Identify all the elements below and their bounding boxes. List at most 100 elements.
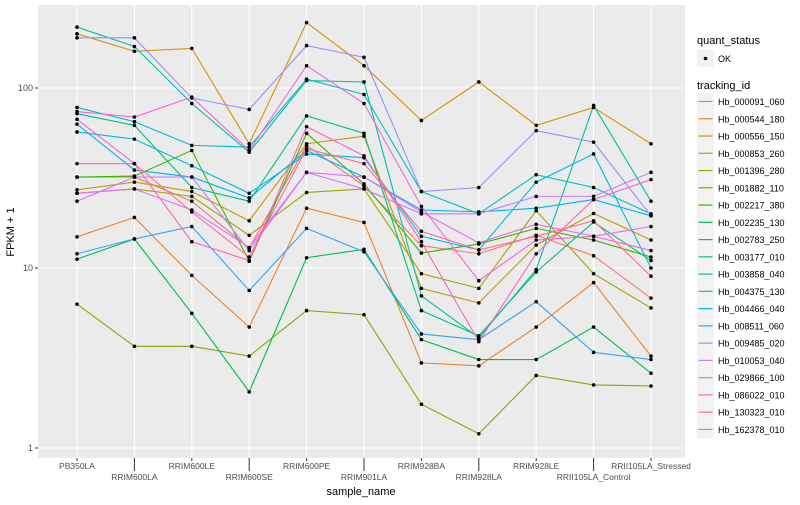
data-point-Hb_086022_010 [534, 238, 538, 242]
data-point-Hb_002235_130 [304, 255, 309, 260]
data-point-Hb_001882_110 [75, 302, 79, 306]
x-axis: PB350LA RRIM600LA RRIM600LE RRIM600SE RRIM60… [59, 458, 691, 482]
data-point-Hb_003177_010 [75, 25, 79, 29]
data-point-Hb_000556_150 [649, 141, 653, 146]
data-point-Hb_003177_010 [132, 44, 137, 49]
data-point-Hb_162378_010 [591, 218, 596, 223]
legend: quant_status OK tracking_id Hb_000091_06… [697, 35, 785, 438]
data-point-Hb_010053_040 [477, 212, 481, 216]
plot-panel [38, 5, 685, 458]
data-point-Hb_003858_040 [247, 145, 251, 149]
y-axis: 1 10 100 [18, 83, 38, 453]
data-point-Hb_000544_180 [190, 273, 194, 278]
x-axis-title: sample_name [326, 486, 395, 498]
data-point-Hb_000556_150 [477, 80, 481, 84]
data-point-Hb_002217_380 [190, 148, 194, 153]
legend-label: Hb_009485_020 [718, 339, 785, 349]
data-point-Hb_009485_020 [477, 185, 481, 190]
data-point-Hb_001396_280 [304, 190, 309, 195]
legend-label: Hb_086022_010 [718, 390, 785, 400]
data-point-Hb_000853_260 [362, 134, 366, 138]
data-point-Hb_002217_380 [591, 238, 596, 242]
data-point-Hb_010053_040 [132, 175, 137, 179]
legend-label: Hb_000544_180 [718, 114, 785, 124]
data-point-Hb_029866_100 [477, 241, 481, 245]
data-point-Hb_086022_010 [75, 109, 79, 114]
data-point-Hb_000853_260 [649, 238, 653, 242]
data-point-Hb_002217_380 [419, 251, 424, 255]
data-point-Hb_002235_130 [649, 371, 653, 376]
legend-label: Hb_000853_260 [718, 149, 785, 159]
data-point-Hb_001882_110 [362, 312, 366, 317]
data-point-Hb_002235_130 [247, 390, 251, 394]
data-point-Hb_000544_180 [649, 354, 653, 358]
data-point-Hb_010053_040 [534, 194, 538, 199]
legend-label-ok: OK [718, 54, 731, 64]
data-point-Hb_000544_180 [132, 215, 137, 220]
data-point-Hb_009485_020 [419, 189, 424, 194]
data-point-Hb_009485_020 [591, 140, 596, 144]
y-axis-title: FPKM + 1 [5, 207, 17, 256]
data-point-Hb_000544_180 [477, 364, 481, 368]
data-point-Hb_162378_010 [362, 161, 366, 166]
data-point-Hb_004375_130 [591, 152, 596, 156]
x-tick-label: RRIM928LE [513, 461, 560, 471]
data-point-Hb_008511_060 [419, 332, 424, 336]
data-point-Hb_009485_020 [132, 36, 137, 40]
data-point-Hb_000544_180 [591, 280, 596, 285]
data-point-Hb_008511_060 [362, 250, 366, 254]
data-point-Hb_000556_150 [362, 63, 366, 68]
legend-label: Hb_000556_150 [718, 132, 785, 142]
data-point-Hb_162378_010 [190, 210, 194, 214]
legend-label: Hb_003177_010 [718, 252, 785, 262]
data-point-Hb_009485_020 [534, 128, 538, 133]
data-point-Hb_004466_040 [534, 206, 538, 210]
data-point-Hb_086022_010 [362, 101, 366, 106]
data-point-Hb_000556_150 [419, 118, 424, 123]
legend-label: Hb_130323_010 [718, 408, 785, 418]
data-point-Hb_000091_060 [477, 251, 481, 256]
data-point-Hb_001882_110 [132, 344, 137, 349]
data-point-Hb_002783_250 [247, 199, 251, 204]
data-point-Hb_004466_040 [132, 168, 137, 172]
data-point-Hb_086022_010 [649, 248, 653, 253]
data-point-Hb_009485_020 [304, 43, 309, 48]
x-tick-label: RRII105LA_Stressed [611, 461, 691, 471]
data-point-Hb_162378_010 [247, 255, 251, 259]
data-point-Hb_001882_110 [190, 344, 194, 349]
data-point-Hb_009485_020 [362, 55, 366, 60]
x-tick-label: RRIM600PE [283, 461, 331, 471]
data-point-Hb_130323_010 [75, 117, 79, 122]
data-point-Hb_010053_040 [591, 194, 596, 199]
data-point-Hb_029866_100 [75, 191, 79, 196]
legend-label: Hb_029866_100 [718, 373, 785, 383]
y-tick-label: 10 [23, 263, 33, 273]
legend-label: Hb_004375_130 [718, 287, 785, 297]
data-point-Hb_010053_040 [649, 170, 653, 175]
data-point-Hb_008511_060 [304, 226, 309, 231]
legend-label: Hb_003858_040 [718, 270, 785, 280]
data-point-Hb_003858_040 [132, 119, 137, 124]
data-point-Hb_002235_130 [362, 247, 366, 252]
data-point-Hb_000091_060 [190, 199, 194, 204]
legend-label: Hb_002217_380 [718, 201, 785, 211]
data-point-Hb_000853_260 [304, 141, 309, 146]
data-point-Hb_004466_040 [75, 122, 79, 126]
x-tick-label: RRIM600SE [226, 472, 274, 482]
data-point-Hb_008511_060 [190, 224, 194, 229]
data-point-Hb_000853_260 [419, 286, 424, 291]
legend-label: Hb_010053_040 [718, 356, 785, 366]
data-point-Hb_029866_100 [132, 187, 137, 191]
legend-label: Hb_008511_060 [718, 321, 784, 331]
data-point-Hb_086022_010 [190, 95, 194, 99]
data-point-Hb_000091_060 [591, 253, 596, 258]
data-point-Hb_000544_180 [304, 206, 309, 210]
data-point-Hb_003858_040 [534, 172, 538, 177]
data-point-Hb_009485_020 [75, 36, 79, 40]
data-point-Hb_000853_260 [247, 218, 251, 223]
data-point-Hb_004375_130 [649, 266, 653, 270]
data-point-Hb_004466_040 [247, 196, 251, 200]
data-point-Hb_000556_150 [132, 49, 137, 54]
data-point-Hb_000544_180 [534, 325, 538, 329]
data-point-Hb_003177_010 [591, 103, 596, 108]
